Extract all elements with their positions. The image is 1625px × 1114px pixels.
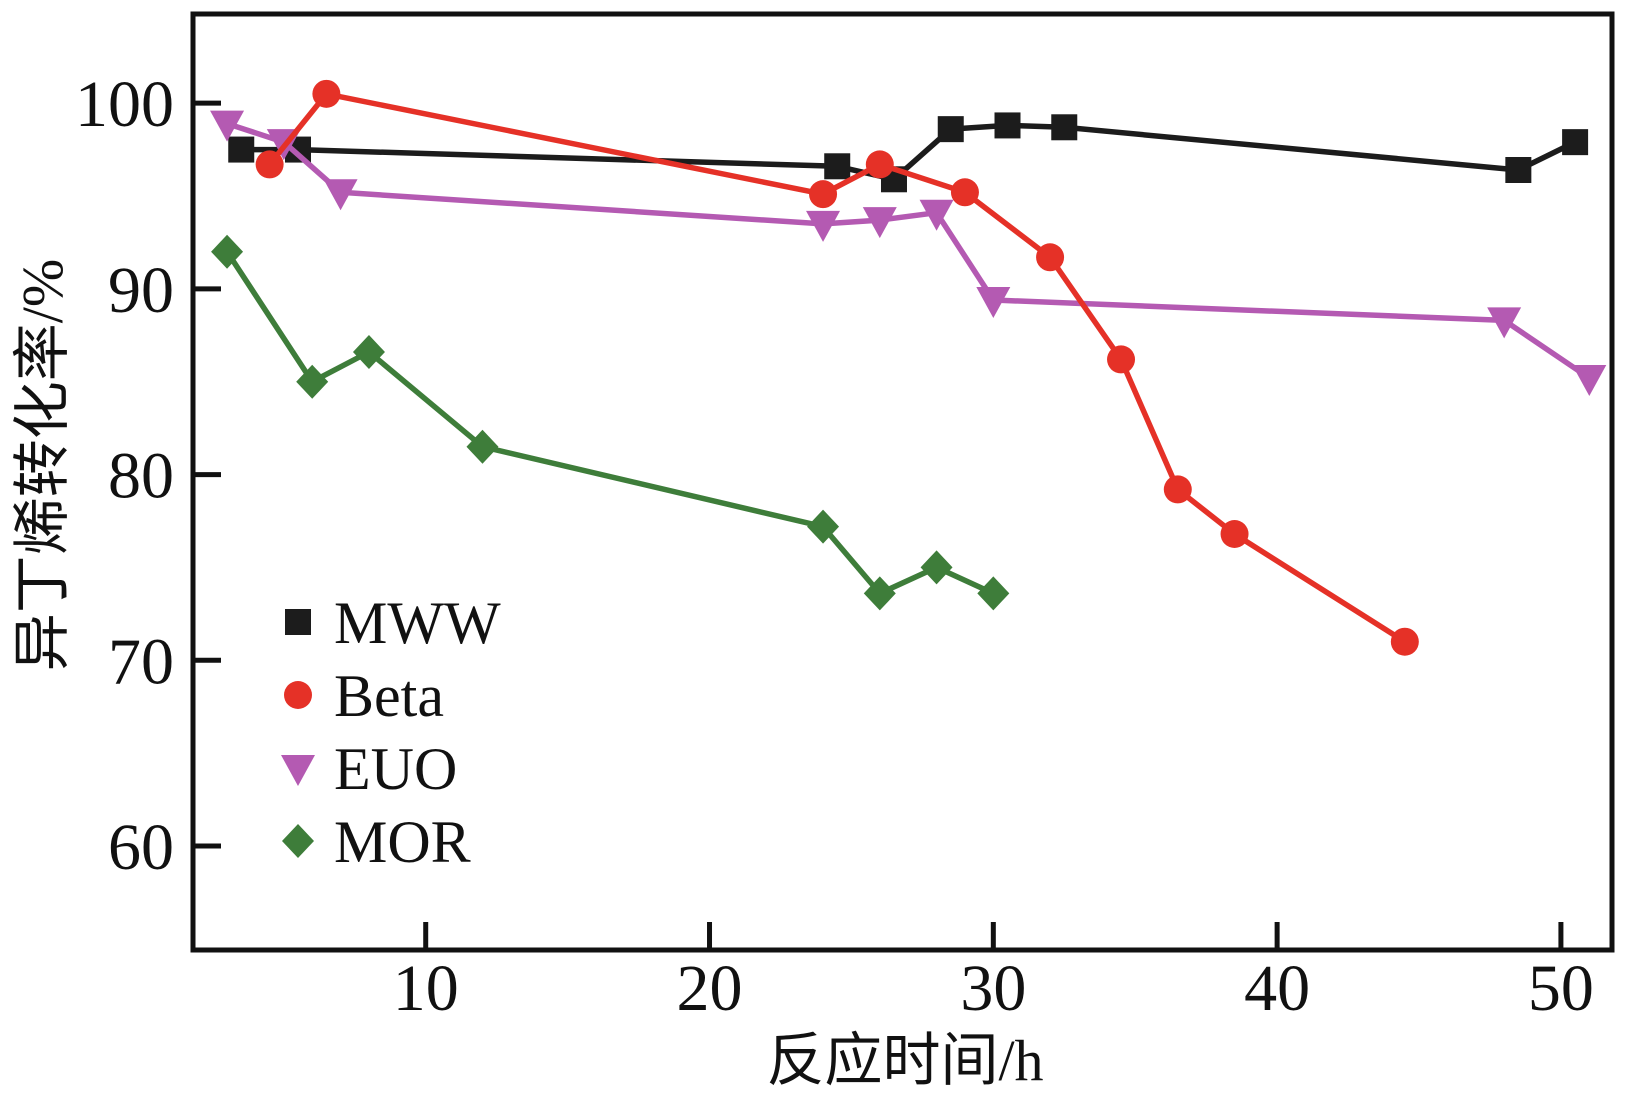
y-tick-label: 70 — [108, 625, 174, 698]
series-beta-marker — [312, 79, 341, 108]
series-mww-marker — [228, 136, 255, 163]
legend-marker-mor — [282, 824, 314, 858]
series-beta-marker — [1107, 345, 1136, 374]
legend-label-mww: MWW — [334, 590, 501, 656]
y-tick-label: 100 — [75, 68, 174, 141]
series-beta-marker — [865, 150, 894, 179]
series-mww-marker — [937, 116, 964, 143]
y-tick-label: 60 — [108, 811, 174, 884]
series-euo-marker — [1572, 365, 1607, 396]
series-mww-marker — [994, 112, 1021, 139]
legend-marker-beta — [284, 681, 312, 709]
series-beta-marker — [1036, 243, 1065, 272]
series-mor-line — [224, 248, 997, 597]
series-mor-marker — [807, 509, 840, 544]
series-euo-marker — [862, 207, 897, 239]
series-euo-marker — [919, 199, 954, 231]
legend-label-euo: EUO — [334, 736, 457, 802]
series-euo-marker — [323, 179, 358, 211]
y-axis-label: 异丁烯转化率/% — [10, 259, 75, 671]
series-euo-line — [224, 120, 1593, 381]
series-euo-marker — [806, 210, 841, 242]
series-beta-marker — [255, 150, 284, 179]
series-mww-marker — [1562, 129, 1589, 156]
series-beta-line — [266, 91, 1408, 645]
series-beta-marker — [1220, 520, 1249, 548]
series-mor-marker — [466, 429, 499, 464]
x-tick-label: 30 — [960, 952, 1026, 1025]
series-mor-marker — [352, 335, 385, 369]
series-mor-marker — [863, 576, 896, 611]
x-tick-label: 40 — [1244, 952, 1310, 1025]
series-mor-marker — [977, 576, 1010, 611]
plot-border — [190, 11, 1615, 953]
legend-label-mor: MOR — [334, 809, 471, 875]
series-euo-marker — [210, 110, 245, 142]
series-mor-marker — [296, 364, 329, 399]
x-axis-label: 反应时间/h — [766, 1028, 1043, 1093]
series-mor-marker — [211, 234, 244, 269]
x-tick-label: 10 — [393, 952, 459, 1025]
plot-content: 10 20 30 40 50 60 70 80 90 100 — [75, 68, 1607, 1025]
series-mww-marker — [824, 153, 851, 180]
series-euo-marker — [976, 287, 1011, 318]
series-mww-marker — [1505, 157, 1532, 183]
legend-marker-euo — [281, 755, 315, 786]
legend-label-beta: Beta — [334, 663, 444, 729]
series-beta-marker — [1163, 475, 1192, 504]
y-tick-label: 90 — [108, 254, 174, 327]
series-beta-marker — [950, 178, 979, 207]
x-tick-label: 20 — [677, 952, 743, 1025]
x-tick-label: 50 — [1528, 952, 1594, 1025]
series-mww-marker — [1051, 114, 1078, 141]
series-mor-marker — [920, 550, 953, 585]
series-beta-marker — [809, 180, 838, 209]
series-beta-marker — [1390, 627, 1419, 656]
y-tick-label: 80 — [108, 440, 174, 513]
legend-marker-mww — [285, 609, 311, 635]
series-euo-marker — [1487, 307, 1522, 339]
